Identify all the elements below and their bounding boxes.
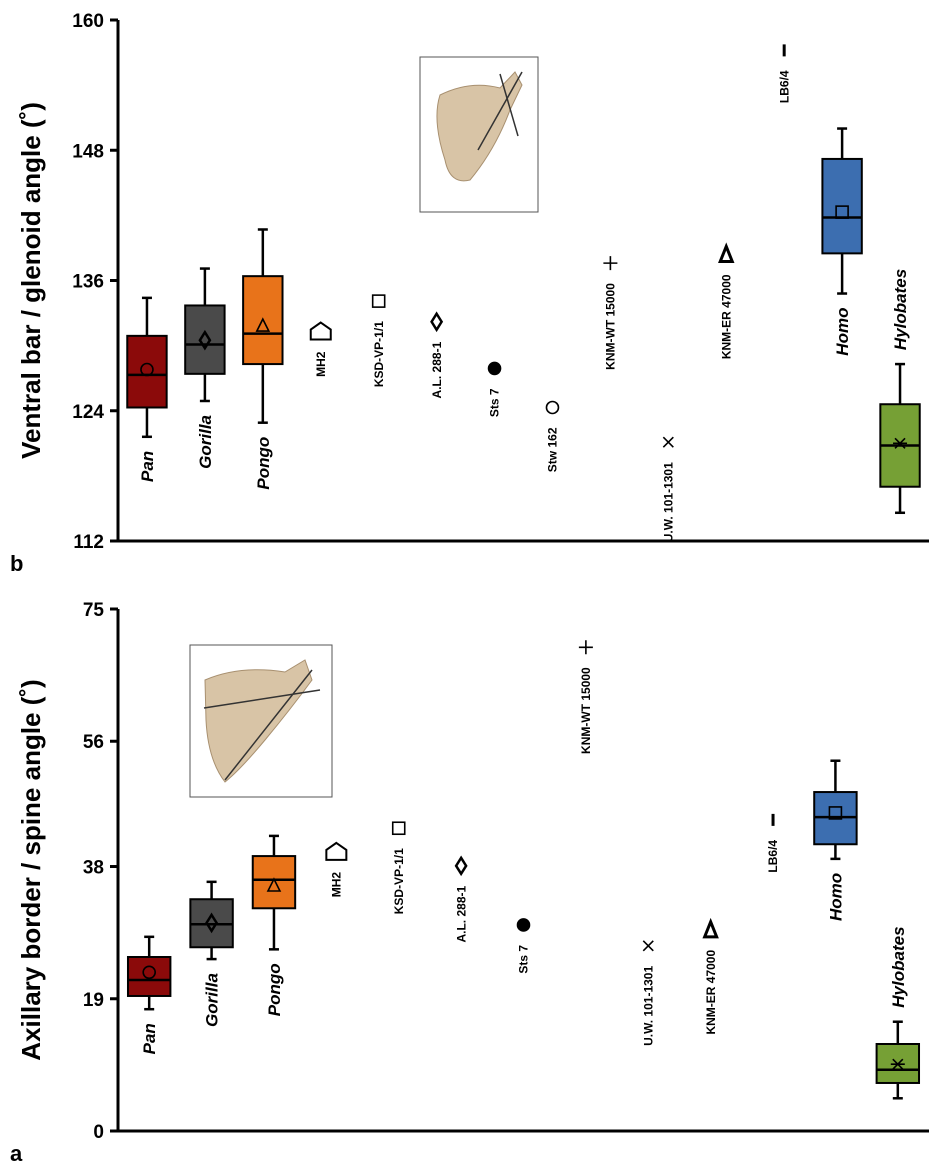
y-tick-label: 136 bbox=[72, 272, 104, 293]
category-label: MH2 bbox=[330, 872, 344, 898]
point-marker bbox=[489, 362, 501, 374]
y-tick-label: 75 bbox=[83, 600, 105, 621]
category-label: Gorilla bbox=[196, 415, 215, 469]
marker bbox=[311, 323, 331, 340]
category-label: A.L. 288-1 bbox=[454, 886, 468, 943]
y-axis-label: Ventral bar / glenoid angle (˚) bbox=[16, 102, 46, 459]
category-label: KNM-WT 15000 bbox=[604, 283, 618, 370]
inset-b bbox=[420, 57, 538, 212]
mean-marker bbox=[546, 401, 558, 413]
chart: 112 124 136 148 160 Ventral bar / glenoid ang… bbox=[0, 0, 929, 1161]
inset-a bbox=[190, 645, 332, 797]
category-label: Homo bbox=[826, 873, 845, 921]
category-label: Sts 7 bbox=[517, 945, 531, 974]
box bbox=[128, 957, 170, 996]
y-tick-label: 148 bbox=[72, 141, 104, 162]
category-label: Pongo bbox=[254, 437, 273, 490]
page: 112 124 136 148 160 Ventral bar / glenoid ang… bbox=[0, 0, 929, 1161]
category-label: Pongo bbox=[265, 963, 284, 1016]
box bbox=[127, 336, 166, 408]
y-tick-label: 0 bbox=[93, 1122, 104, 1143]
category-label: Sts 7 bbox=[488, 388, 502, 417]
category-label: Pan bbox=[138, 451, 157, 482]
box bbox=[253, 856, 295, 908]
category-label: Pan bbox=[140, 1023, 159, 1054]
y-tick-label: 56 bbox=[83, 732, 104, 753]
marker bbox=[579, 640, 593, 654]
point-marker bbox=[518, 919, 530, 931]
marker bbox=[603, 256, 617, 270]
category-label: LB6/4 bbox=[777, 70, 791, 103]
marker bbox=[643, 941, 653, 951]
marker bbox=[326, 843, 346, 860]
y-tick-label: 124 bbox=[72, 402, 104, 423]
panel-label: b bbox=[10, 551, 23, 576]
marker bbox=[720, 246, 732, 261]
marker bbox=[456, 858, 466, 874]
marker bbox=[393, 822, 405, 834]
y-tick-label: 38 bbox=[83, 858, 104, 879]
category-label: A.L. 288-1 bbox=[430, 341, 444, 398]
y-axis-label: Axillary border / spine angle (˚) bbox=[16, 679, 46, 1060]
category-label: Gorilla bbox=[203, 973, 222, 1027]
category-label: U.W. 101-1301 bbox=[641, 966, 655, 1046]
category-label: Stw 162 bbox=[546, 427, 560, 472]
category-label: KSD-VP-1/1 bbox=[392, 848, 406, 914]
y-tick-label: 160 bbox=[72, 11, 104, 32]
panel-label: a bbox=[10, 1141, 23, 1161]
category-label: Homo bbox=[833, 308, 852, 356]
category-label: U.W. 101-1301 bbox=[662, 462, 676, 542]
category-label: MH2 bbox=[314, 351, 328, 377]
category-label: Hylobates bbox=[891, 269, 910, 350]
category-label: KNM-WT 15000 bbox=[579, 667, 593, 754]
box bbox=[185, 305, 224, 373]
y-tick-label: 19 bbox=[83, 990, 104, 1011]
marker bbox=[373, 295, 385, 307]
category-label: Hylobates bbox=[889, 926, 908, 1007]
category-label: KNM-ER 47000 bbox=[704, 950, 718, 1035]
category-label: KSD-VP-1/1 bbox=[372, 321, 386, 387]
y-tick-label: 112 bbox=[73, 532, 104, 553]
category-label: LB6/4 bbox=[766, 840, 780, 873]
marker bbox=[705, 922, 717, 937]
marker bbox=[663, 437, 673, 447]
category-label: KNM-ER 47000 bbox=[719, 274, 733, 359]
marker bbox=[432, 314, 442, 330]
